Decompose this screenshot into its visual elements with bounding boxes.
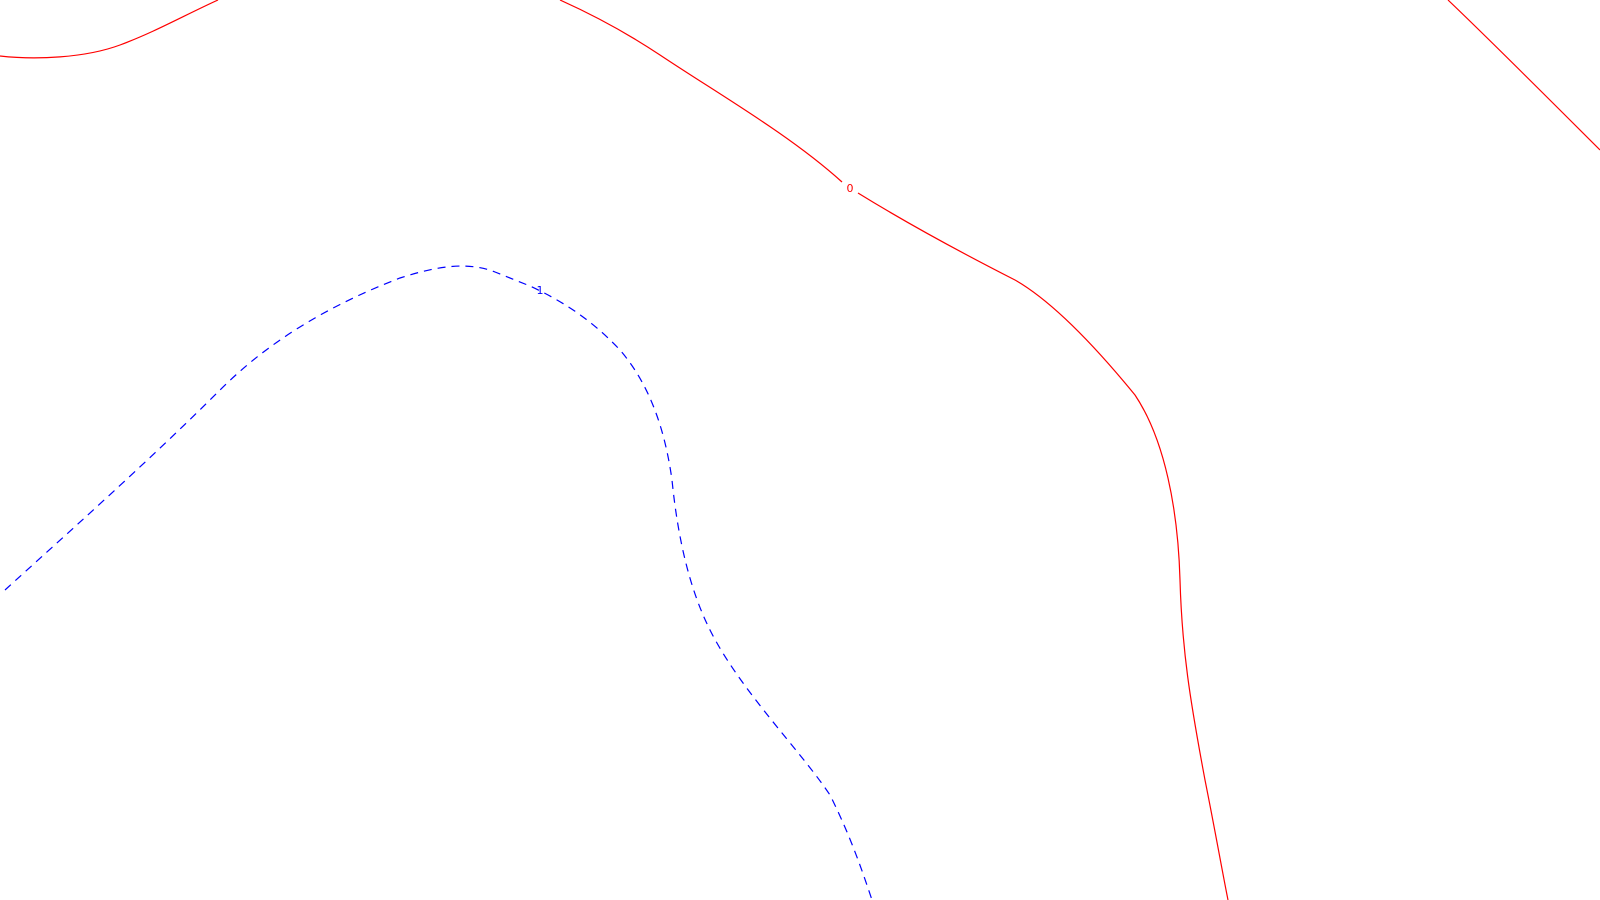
contour-line-0-main (559, 0, 1229, 900)
contour-label-0: 0 (847, 182, 854, 195)
contour-line-0-right-edge (1447, 0, 1600, 151)
contour-line-0-left-arc (0, 0, 219, 59)
contour-line-1 (4, 265, 873, 900)
contour-label-1: 1 (537, 284, 544, 297)
